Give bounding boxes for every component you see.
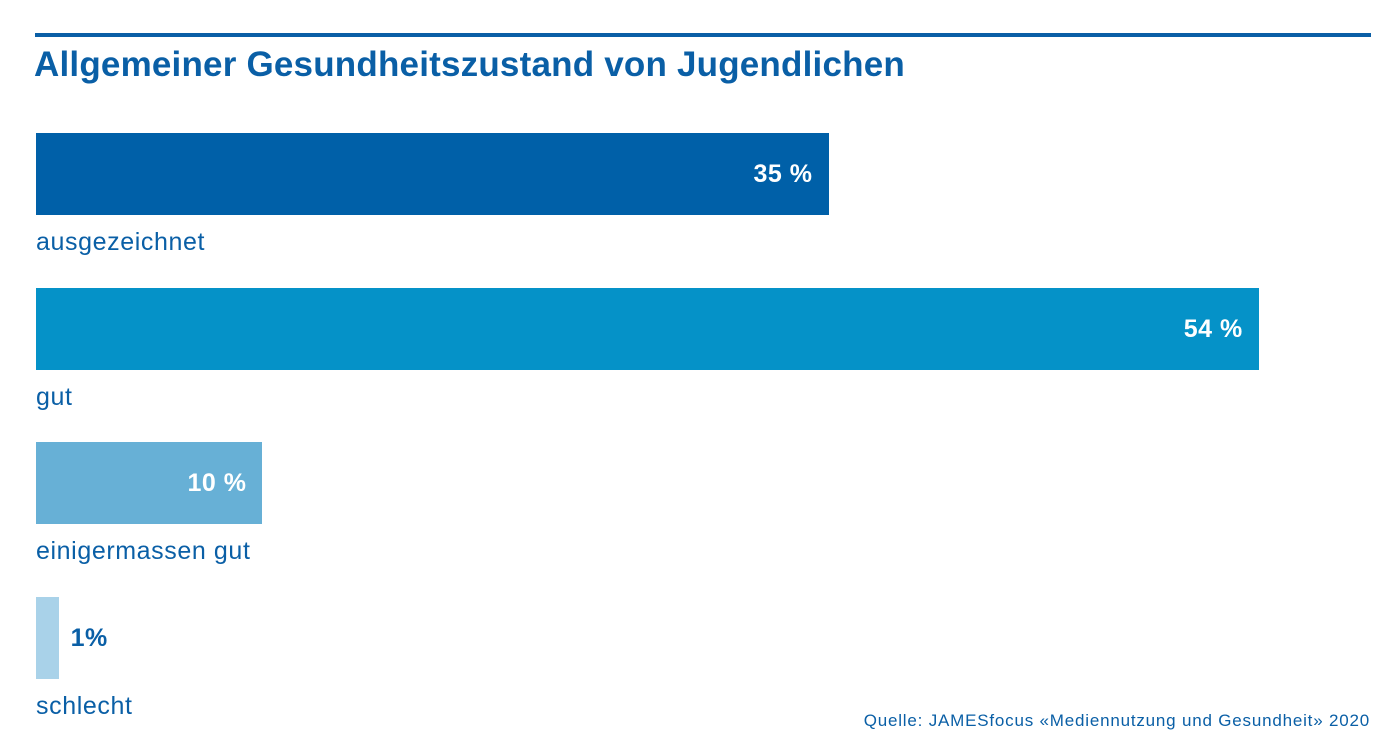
bar	[36, 442, 263, 524]
chart-title: Allgemeiner Gesundheitszustand von Jugen…	[34, 45, 905, 84]
bar	[36, 596, 59, 679]
category-label: ausgezeichnet	[36, 228, 206, 256]
category-label: gut	[36, 382, 73, 411]
source-note: Quelle: JAMESfocus «Mediennutzung und Ge…	[863, 711, 1370, 730]
category-label: einigermassen gut	[36, 537, 251, 565]
bar-chart: 35 % ausgezeichnet 54 % gut 10 % einigermasse…	[36, 133, 1372, 723]
bar-value-label: 1%	[70, 623, 108, 652]
bar-value-label: 54 %	[1183, 314, 1243, 343]
category-label: schlecht	[36, 691, 133, 720]
bar-value-label: 10 %	[187, 469, 247, 497]
bar	[36, 133, 829, 215]
bar-value-label: 35 %	[753, 160, 813, 188]
bar	[36, 287, 1259, 370]
title-rule	[35, 33, 1371, 37]
